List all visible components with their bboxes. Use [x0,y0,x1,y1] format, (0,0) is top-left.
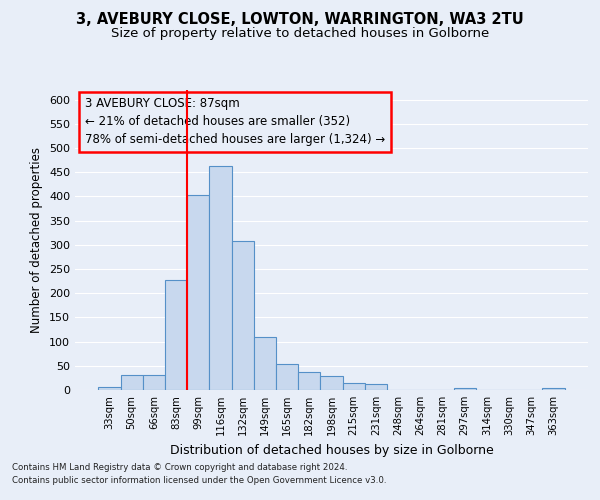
Bar [454,388,476,390]
Bar [542,388,565,390]
Text: 3, AVEBURY CLOSE, LOWTON, WARRINGTON, WA3 2TU: 3, AVEBURY CLOSE, LOWTON, WARRINGTON, WA… [76,12,524,28]
Text: 3 AVEBURY CLOSE: 87sqm
← 21% of detached houses are smaller (352)
78% of semi-de: 3 AVEBURY CLOSE: 87sqm ← 21% of detached… [85,98,386,146]
Text: Contains HM Land Registry data © Crown copyright and database right 2024.: Contains HM Land Registry data © Crown c… [12,462,347,471]
Bar [343,383,365,390]
Bar [254,337,276,390]
Y-axis label: Number of detached properties: Number of detached properties [31,147,43,333]
Bar [298,372,320,390]
Bar [121,376,143,390]
Bar [276,364,298,390]
Bar [320,376,343,390]
Text: Size of property relative to detached houses in Golborne: Size of property relative to detached ho… [111,28,489,40]
Bar [98,386,121,390]
Bar [143,376,165,390]
X-axis label: Distribution of detached houses by size in Golborne: Distribution of detached houses by size … [170,444,493,456]
Bar [232,242,254,390]
Bar [187,195,209,390]
Bar [165,280,187,390]
Bar [209,166,232,390]
Bar [365,384,387,390]
Text: Contains public sector information licensed under the Open Government Licence v3: Contains public sector information licen… [12,476,386,485]
